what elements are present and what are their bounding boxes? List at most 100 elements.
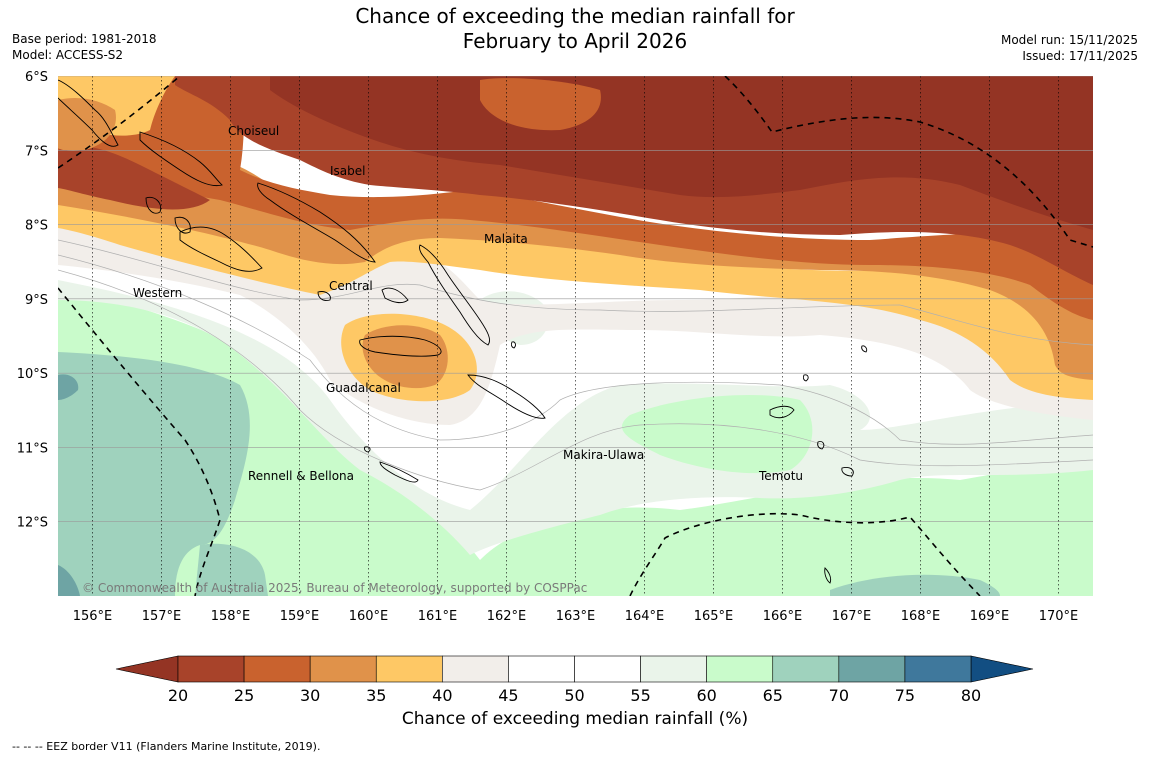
- new-georgia-island: [179, 226, 263, 272]
- lon-tick-label: 157°E: [142, 609, 182, 624]
- colorbar-tick-label: 80: [961, 686, 981, 705]
- region-below-20: [270, 76, 1093, 230]
- lat-tick-label: 8°S: [25, 219, 48, 234]
- title-line-1: Chance of exceeding the median rainfall …: [355, 4, 795, 28]
- anuta-island: [824, 567, 832, 584]
- colorbar-tick-label: 20: [168, 686, 188, 705]
- region-70-75: [58, 374, 79, 400]
- lon-tick-label: 160°E: [349, 609, 389, 624]
- label-western: Western: [133, 286, 182, 300]
- lon-tick-label: 169°E: [970, 609, 1010, 624]
- label-rennell-bellona: Rennell & Bellona: [248, 469, 354, 483]
- santa-cruz-island: [769, 405, 795, 419]
- eez-footnote: -- -- -- EEZ border V11 (Flanders Marine…: [12, 740, 321, 753]
- russell-islands: [317, 291, 331, 301]
- label-central: Central: [329, 279, 373, 293]
- model-run: Model run: 15/11/2025: [1000, 33, 1138, 47]
- label-choiseul: Choiseul: [228, 124, 279, 138]
- colorbar-segment: [838, 655, 906, 683]
- reef-islands: [802, 374, 809, 382]
- colorbar-segment: [375, 655, 443, 683]
- colorbar-tick-label: 25: [234, 686, 254, 705]
- region-25-30-patch: [480, 78, 601, 131]
- contour-lines: [58, 239, 1093, 491]
- duff-islands: [861, 345, 868, 353]
- region-65-70-c: [830, 574, 1000, 596]
- lat-tick-label: 11°S: [17, 441, 48, 456]
- region-60-65-east: [621, 395, 813, 474]
- colorbar-segment: [243, 655, 311, 683]
- lon-tick-label: 166°E: [763, 609, 803, 624]
- guadalcanal-island: [359, 335, 442, 357]
- lon-tick-label: 163°E: [556, 609, 596, 624]
- eez-south-east: [629, 512, 981, 596]
- meta-left: Base period: 1981-2018 Model: ACCESS-S2: [12, 31, 157, 63]
- vella-lavella-island: [145, 196, 162, 214]
- contour-2: [58, 254, 1093, 445]
- vanikoro-island: [817, 441, 825, 450]
- colorbar-over-arrow: [970, 655, 1034, 683]
- lat-tick-label: 12°S: [17, 516, 48, 531]
- label-makira-ulawa: Makira-Ulawa: [563, 448, 644, 462]
- region-25-30: [58, 76, 1093, 320]
- lat-tick-label: 10°S: [17, 367, 48, 382]
- lon-tick-label: 159°E: [280, 609, 320, 624]
- lon-tick-label: 167°E: [832, 609, 872, 624]
- place-labels: Choiseul Isabel Malaita Central Western …: [133, 124, 803, 483]
- rennell-island: [379, 461, 419, 483]
- isabel-island: [257, 182, 376, 263]
- colorbar-segment: [904, 655, 972, 683]
- region-70-75-b: [58, 565, 80, 596]
- lat-tick-label: 9°S: [25, 293, 48, 308]
- lon-axis-labels: 156°E 157°E 158°E 159°E 160°E 161°E 162°E 163°E…: [73, 609, 1079, 624]
- lon-tick-label: 164°E: [625, 609, 665, 624]
- colorbar-under-arrow: [115, 655, 179, 683]
- eez-north-east: [724, 76, 1093, 248]
- colorbar-segment: [640, 655, 707, 683]
- colorbar-segment: [772, 655, 840, 683]
- chart-title: Chance of exceeding the median rainfall …: [0, 4, 1150, 54]
- malaita-island: [419, 244, 491, 346]
- probability-field: [58, 76, 1093, 596]
- copyright-notice: © Commonwealth of Australia 2025, Bureau…: [82, 581, 587, 595]
- label-temotu: Temotu: [758, 469, 803, 483]
- colorbar-tick-label: 35: [366, 686, 386, 705]
- lon-tick-label: 165°E: [694, 609, 734, 624]
- lon-tick-label: 156°E: [73, 609, 113, 624]
- eez-borders: [58, 76, 1093, 596]
- colorbar-tick-label: 65: [763, 686, 783, 705]
- colorbar-segment: [574, 655, 641, 683]
- region-20-25-nw: [58, 145, 210, 210]
- lon-tick-label: 170°E: [1039, 609, 1079, 624]
- label-malaita: Malaita: [484, 232, 528, 246]
- lon-tick-label: 162°E: [487, 609, 527, 624]
- colorbar-label: Chance of exceeding median rainfall (%): [401, 709, 749, 729]
- colorbar-tick-label: 70: [829, 686, 849, 705]
- colorbar-tick-label: 75: [895, 686, 915, 705]
- lat-axis-labels: 6°S 7°S 8°S 9°S 10°S 11°S 12°S: [17, 70, 48, 531]
- title-line-2: February to April 2026: [462, 29, 688, 53]
- eez-west-north: [58, 76, 181, 169]
- label-guadalcanal: Guadalcanal: [326, 381, 401, 395]
- eez-west-south: [58, 287, 221, 596]
- meta-right: Model run: 15/11/2025 Issued: 17/11/2025: [1001, 32, 1138, 64]
- region-65-70-b: [195, 543, 268, 596]
- colorbar-tick-label: 55: [630, 686, 650, 705]
- colorbar: 20 25 30 35 40 45 50 55 60 65 70 75 80: [115, 655, 1034, 705]
- choiseul-island: [139, 131, 223, 187]
- lat-tick-label: 7°S: [25, 144, 48, 159]
- colorbar-tick-label: 60: [696, 686, 716, 705]
- region-60-65: [58, 285, 1093, 596]
- colorbar-segment: [706, 655, 774, 683]
- colorbar-tick-label: 50: [564, 686, 584, 705]
- florida-islands: [381, 287, 409, 304]
- lon-tick-label: 168°E: [901, 609, 941, 624]
- colorbar-segment: [442, 655, 509, 683]
- graticule-lon: [92, 76, 1059, 596]
- kolombangara-island: [174, 216, 191, 234]
- contour-3: [58, 269, 1093, 491]
- issued-date: Issued: 17/11/2025: [1022, 49, 1138, 63]
- bougainville-coast: [58, 79, 119, 147]
- lon-tick-label: 158°E: [211, 609, 251, 624]
